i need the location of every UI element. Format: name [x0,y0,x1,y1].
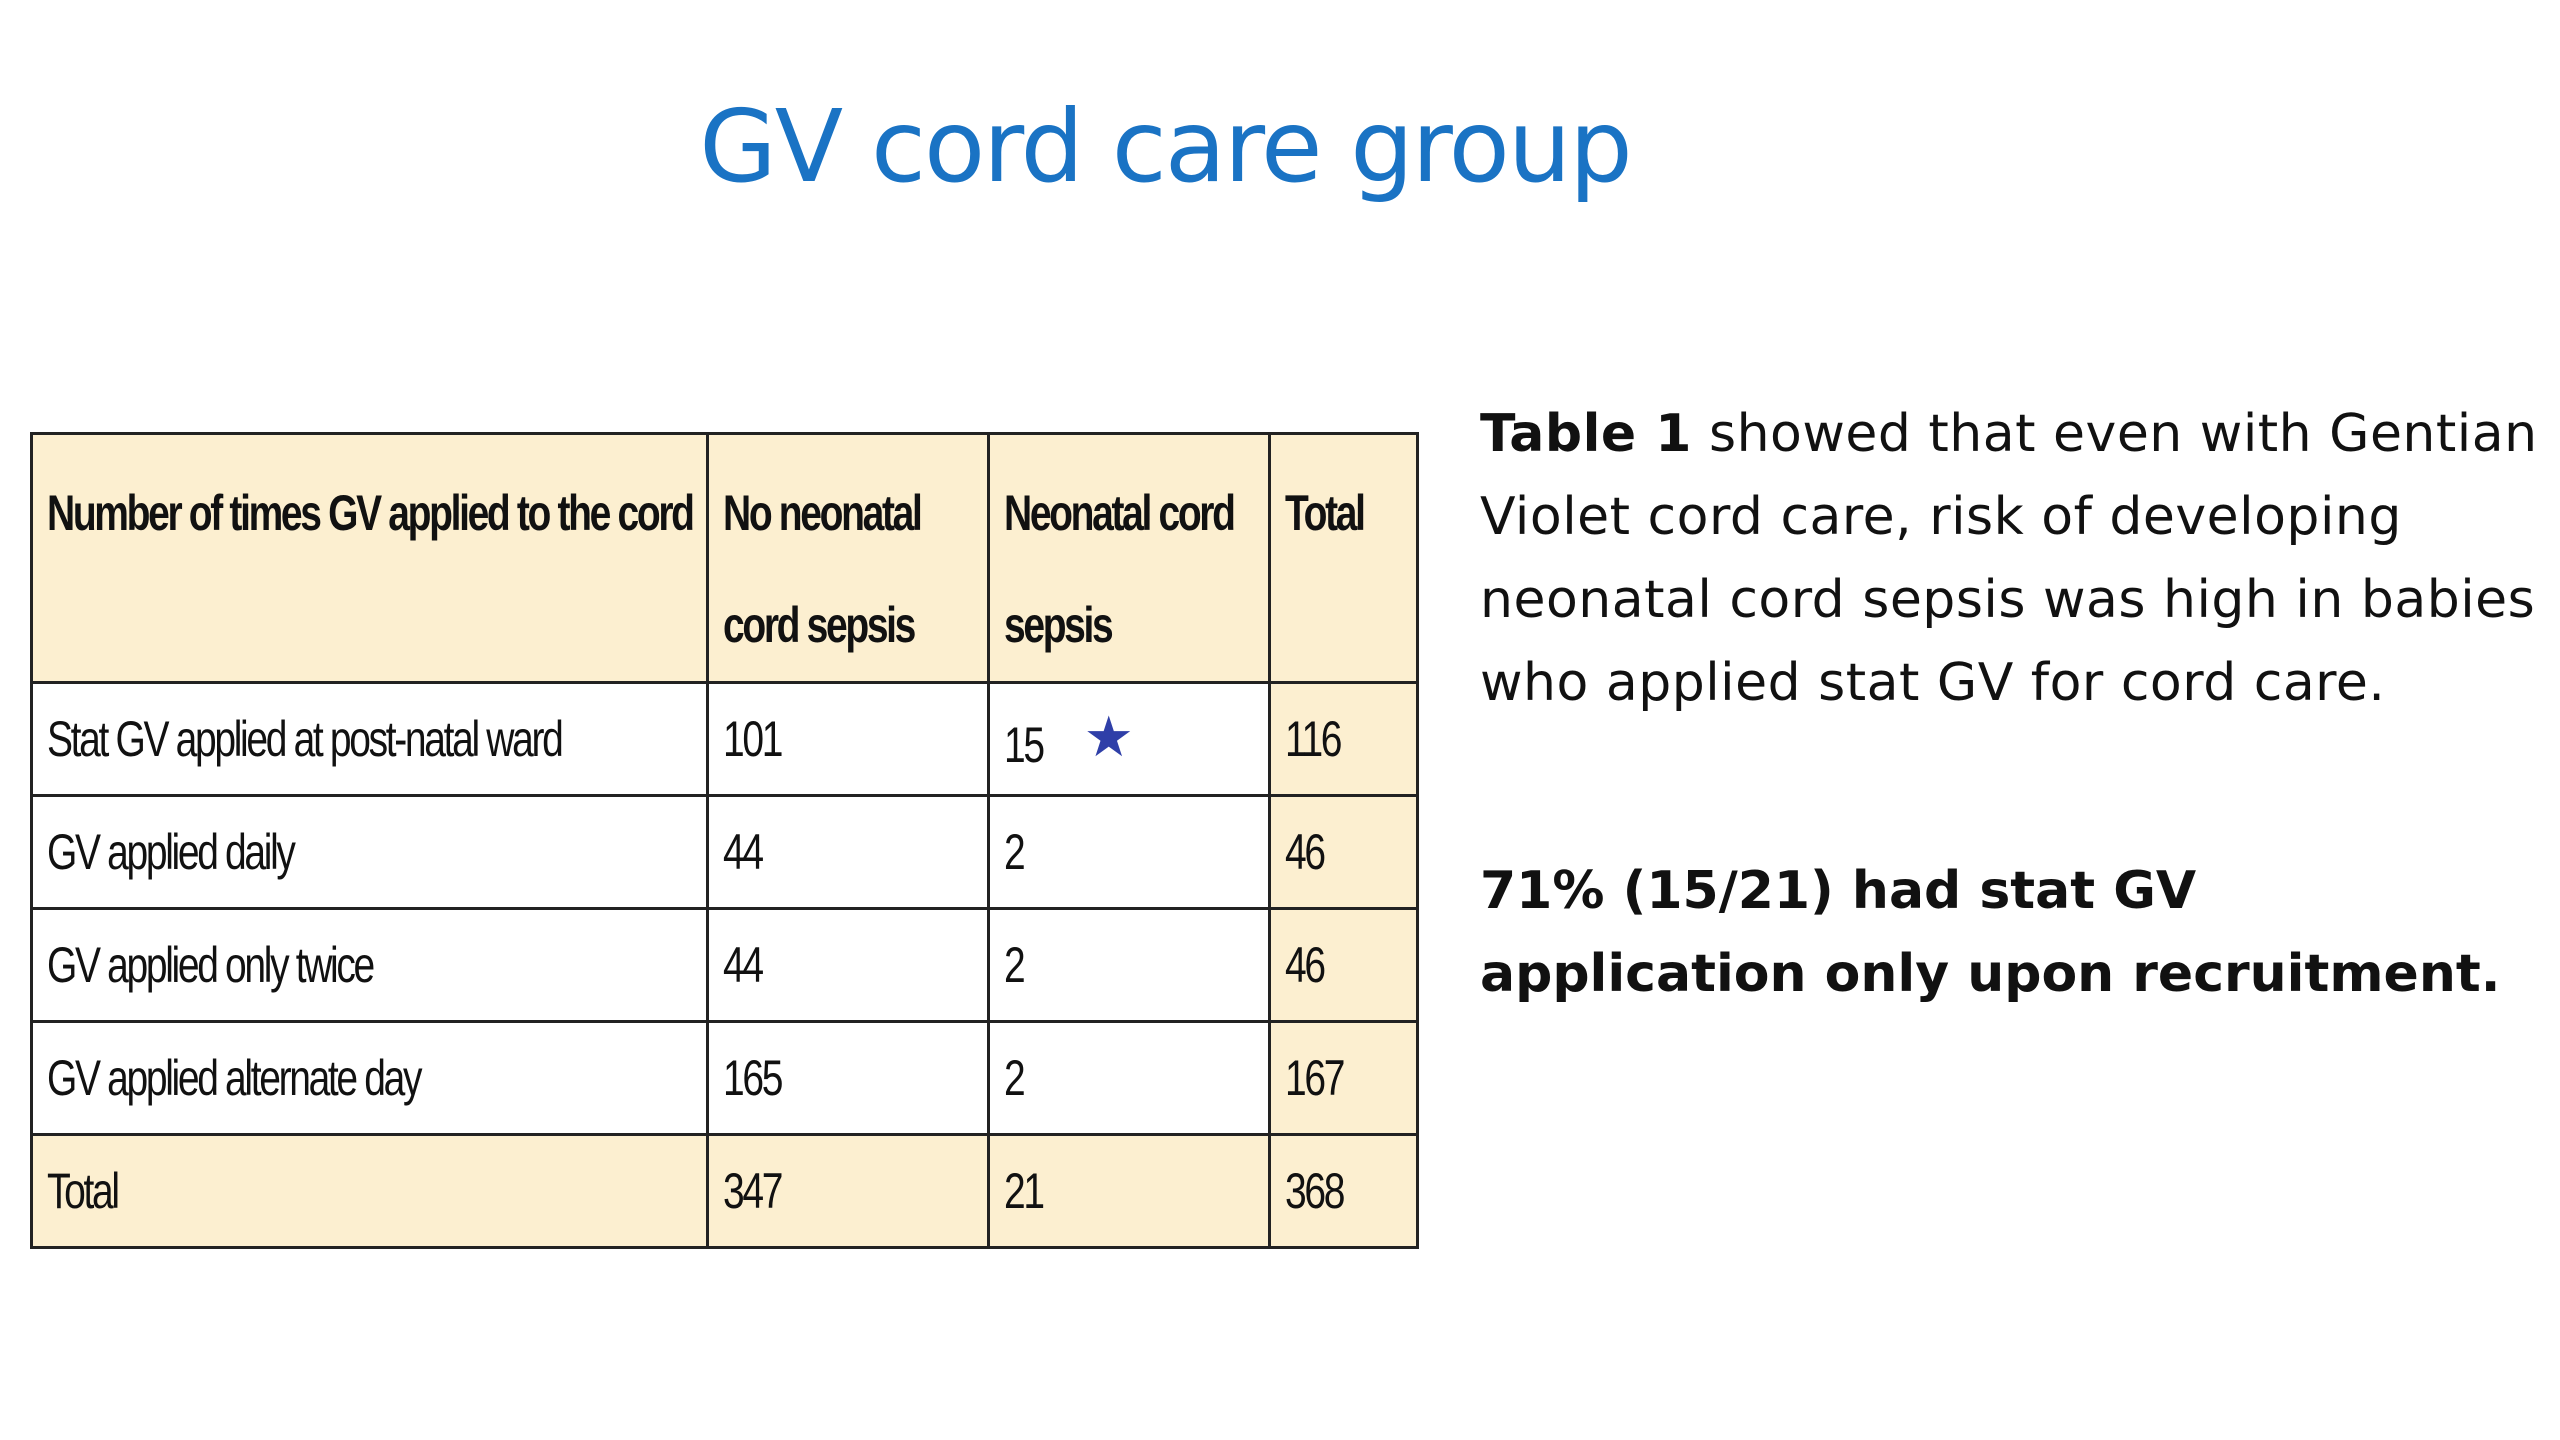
row-label: GV applied only twice [30,907,709,1023]
table-row: GV applied daily 44 2 46 [30,794,1419,910]
sepsis-cell: 15 ★ [987,681,1271,797]
header-sepsis: Neonatal cord sepsis [987,432,1271,684]
star-icon: ★ [1083,705,1134,768]
no-sepsis-cell: 165 [706,1020,990,1136]
total-cell: 116 [1268,681,1419,797]
row-label: GV applied daily [30,794,709,910]
table-total-row: Total 347 21 368 [30,1133,1419,1249]
table-row: GV applied only twice 44 2 46 [30,907,1419,1023]
data-table-container: Number of times GV applied to the cord N… [30,432,1419,1249]
description-paragraph: Table 1 showed that even with Gentian Vi… [1480,393,2540,725]
table-reference: Table 1 [1480,404,1692,464]
table-row: Stat GV applied at post-natal ward 101 1… [30,681,1419,797]
no-sepsis-cell: 44 [706,794,990,910]
sepsis-cell: 2 [987,794,1271,910]
header-no-sepsis: No neonatal cord sepsis [706,432,990,684]
row-label: Stat GV applied at post-natal ward [30,681,709,797]
description-body: showed that even with Gentian Violet cor… [1480,404,2538,713]
header-times-applied: Number of times GV applied to the cord [30,432,709,684]
total-sepsis: 21 [987,1133,1271,1249]
highlight-note: 71% (15/21) had stat GV application only… [1480,861,2501,1004]
table-row: GV applied alternate day 165 2 167 [30,1020,1419,1136]
sepsis-cell: 2 [987,1020,1271,1136]
sepsis-cell: 2 [987,907,1271,1023]
total-cell: 167 [1268,1020,1419,1136]
total-no-sepsis: 347 [706,1133,990,1249]
header-total: Total [1268,432,1419,684]
slide-title: GV cord care group [699,88,1632,205]
no-sepsis-cell: 44 [706,907,990,1023]
gv-cord-care-table: Number of times GV applied to the cord N… [30,432,1419,1249]
total-row-label: Total [30,1133,709,1249]
row-label: GV applied alternate day [30,1020,709,1136]
table-header-row: Number of times GV applied to the cord N… [30,432,1419,684]
grand-total: 368 [1268,1133,1419,1249]
no-sepsis-cell: 101 [706,681,990,797]
total-cell: 46 [1268,907,1419,1023]
total-cell: 46 [1268,794,1419,910]
